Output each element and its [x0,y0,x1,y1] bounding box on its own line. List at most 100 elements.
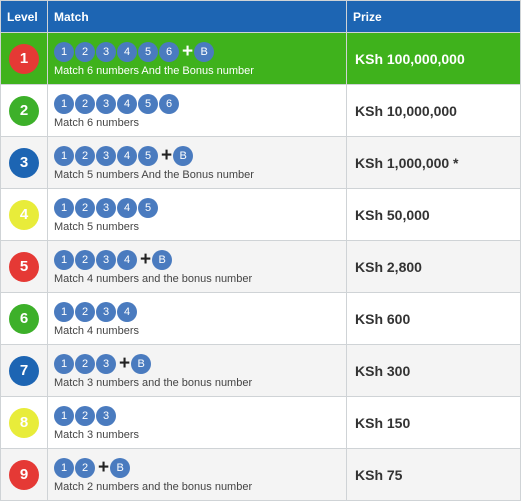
level-cell: 4 [0,188,48,241]
table-row: 2 1 2 3 4 5 6 Match 6 numbers KSh 10,000,000 [0,84,521,137]
level-badge: 4 [9,199,39,230]
number-ball: 1 [54,249,74,270]
table-row: 7 1 2 3 + B Match 3 numbers and the bonus numb… [0,344,521,397]
prize-table-body: 1 1 2 3 4 5 6 + B Match 6 numbers And the Bonus n… [0,32,521,501]
number-ball: 3 [96,353,116,374]
match-description: Match 5 numbers [54,220,139,233]
prize-amount: KSh 100,000,000 [346,32,521,85]
prize-amount: KSh 600 [346,292,521,345]
match-description: Match 2 numbers and the bonus number [54,480,253,493]
match-cell: 1 2 3 4 5 + B Match 5 numbers And the Bonus num… [47,136,347,189]
plus-icon: + [140,248,152,270]
number-ball: 1 [54,197,74,218]
level-cell: 9 [0,448,48,501]
number-balls: 1 2 + B [54,457,346,479]
number-ball: 5 [138,197,158,218]
number-ball: 4 [117,249,137,270]
match-cell: 1 2 3 4 5 6 Match 6 numbers [47,84,347,137]
prize-amount: KSh 150 [346,396,521,449]
number-ball: 2 [75,145,95,166]
level-cell: 6 [0,292,48,345]
number-ball: 2 [75,405,95,426]
prize-amount: KSh 300 [346,344,521,397]
match-description: Match 6 numbers And the Bonus number [54,64,254,77]
match-cell: 1 2 3 + B Match 3 numbers and the bonus numbe… [47,344,347,397]
number-ball: 4 [117,301,137,322]
number-ball: 2 [75,93,95,114]
level-badge: 9 [9,459,39,490]
level-badge: 7 [9,355,39,386]
number-ball: 3 [96,93,116,114]
plus-icon: + [182,40,194,62]
match-cell: 1 2 3 4 + B Match 4 numbers and the bonus numb… [47,240,347,293]
header-match: Match [47,0,347,33]
level-badge: 1 [9,43,39,74]
number-ball: 1 [54,93,74,114]
number-ball: 2 [75,41,95,62]
match-description: Match 4 numbers [54,324,139,337]
number-ball: 4 [117,145,137,166]
number-ball: 4 [117,41,137,62]
match-cell: 1 2 3 4 Match 4 numbers [47,292,347,345]
number-ball: 3 [96,301,116,322]
table-row: 5 1 2 3 4 + B Match 4 numbers and the bonus num… [0,240,521,293]
number-ball: 4 [117,93,137,114]
number-balls: 1 2 3 + B [54,353,346,375]
prize-amount: KSh 75 [346,448,521,501]
level-badge: 6 [9,303,39,334]
table-row: 1 1 2 3 4 5 6 + B Match 6 numbers And the Bonus n… [0,32,521,85]
number-ball: 3 [96,405,116,426]
level-badge: 5 [9,251,39,282]
plus-icon: + [161,144,173,166]
number-ball: 5 [138,93,158,114]
number-ball: 1 [54,353,74,374]
level-badge: 3 [9,147,39,178]
bonus-ball: B [131,353,152,374]
match-cell: 1 2 + B Match 2 numbers and the bonus number [47,448,347,501]
table-row: 6 1 2 3 4 Match 4 numbers KSh 600 [0,292,521,345]
prize-amount: KSh 2,800 [346,240,521,293]
header-prize: Prize [346,0,521,33]
prize-amount: KSh 10,000,000 [346,84,521,137]
level-badge: 8 [9,407,39,438]
number-ball: 5 [138,145,158,166]
bonus-ball: B [110,457,131,478]
number-ball: 1 [54,145,74,166]
plus-icon: + [98,456,110,478]
number-balls: 1 2 3 4 + B [54,249,346,271]
match-description: Match 5 numbers And the Bonus number [54,168,254,181]
number-ball: 1 [54,405,74,426]
table-row: 4 1 2 3 4 5 Match 5 numbers KSh 50,000 [0,188,521,241]
level-cell: 3 [0,136,48,189]
level-cell: 5 [0,240,48,293]
level-cell: 7 [0,344,48,397]
number-ball: 3 [96,197,116,218]
number-ball: 6 [159,93,179,114]
match-cell: 1 2 3 Match 3 numbers [47,396,347,449]
prize-amount: KSh 1,000,000 * [346,136,521,189]
bonus-ball: B [152,249,173,270]
number-ball: 3 [96,249,116,270]
table-row: 3 1 2 3 4 5 + B Match 5 numbers And the Bonus nu… [0,136,521,189]
match-cell: 1 2 3 4 5 6 + B Match 6 numbers And the Bonus nu… [47,32,347,85]
match-description: Match 3 numbers [54,428,139,441]
number-ball: 5 [138,41,158,62]
number-balls: 1 2 3 4 5 + B [54,145,346,167]
level-badge: 2 [9,95,39,126]
number-ball: 4 [117,197,137,218]
plus-icon: + [119,352,131,374]
number-ball: 1 [54,41,74,62]
level-cell: 1 [0,32,48,85]
header-row: Level Match Prize [0,0,521,33]
bonus-ball: B [194,41,215,62]
number-ball: 2 [75,197,95,218]
number-ball: 3 [96,145,116,166]
number-ball: 3 [96,41,116,62]
level-cell: 8 [0,396,48,449]
level-cell: 2 [0,84,48,137]
